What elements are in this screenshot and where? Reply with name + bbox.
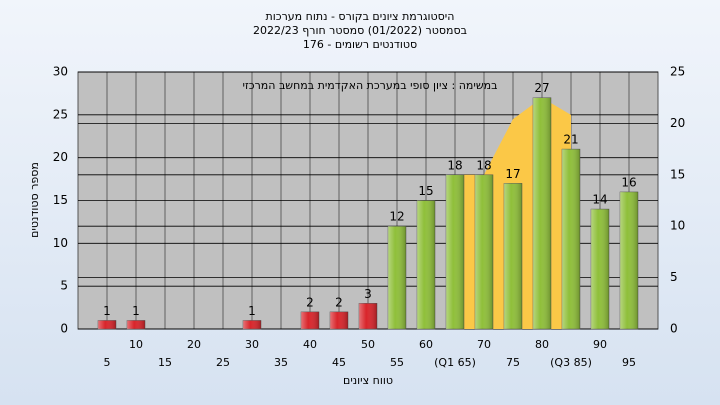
x-tick-label: (Q1 65) <box>434 356 476 369</box>
x-tick-label: 90 <box>593 338 607 351</box>
x-tick-label: 70 <box>477 338 491 351</box>
data-label: 18 <box>447 158 462 172</box>
x-tick-label: 25 <box>216 356 230 369</box>
data-label: 12 <box>389 210 404 224</box>
data-label: 15 <box>418 184 433 198</box>
bar-shine <box>301 311 319 329</box>
x-tick-label: 60 <box>419 338 433 351</box>
bar-shine <box>330 311 348 329</box>
data-label: 16 <box>621 175 636 189</box>
data-label: 2 <box>335 295 343 309</box>
bar-shine <box>446 174 464 329</box>
bar-shine <box>127 320 145 329</box>
chart-subtitle: סטודנטים רשומים - 176 <box>303 38 417 51</box>
x-tick-label: 50 <box>361 338 375 351</box>
x-tick-label: 55 <box>390 356 404 369</box>
data-label: 2 <box>306 295 314 309</box>
y-tick-label: 0 <box>60 322 68 336</box>
data-label: 14 <box>592 193 607 207</box>
bar-shine <box>417 200 435 329</box>
bar-shine <box>620 191 638 329</box>
x-tick-label: 75 <box>506 356 520 369</box>
data-label: 18 <box>476 158 491 172</box>
x-tick-label: 5 <box>104 356 111 369</box>
data-label: 21 <box>563 133 578 147</box>
x-axis-label: טווח ציונים <box>343 374 393 387</box>
y-tick-label: 20 <box>53 150 68 164</box>
y-tick-label: 10 <box>53 236 68 250</box>
bar-shine <box>388 226 406 329</box>
data-label: 17 <box>505 167 520 181</box>
y2-tick-label: 0 <box>670 322 678 336</box>
x-tick-label: 10 <box>129 338 143 351</box>
bar-shine <box>533 97 551 329</box>
y2-tick-label: 10 <box>670 219 685 233</box>
y-axis-label: מספר סטודנטים <box>28 162 41 238</box>
y2-tick-label: 20 <box>670 116 685 130</box>
bar-shine <box>562 149 580 329</box>
x-tick-label: 35 <box>274 356 288 369</box>
y2-tick-label: 5 <box>670 270 678 284</box>
x-tick-label: 20 <box>187 338 201 351</box>
x-tick-label: 40 <box>303 338 317 351</box>
y2-tick-label: 25 <box>670 65 685 79</box>
bar-shine <box>475 174 493 329</box>
bar-shine <box>98 320 116 329</box>
x-tick-label: 45 <box>332 356 346 369</box>
x-tick-label: (Q3 85) <box>550 356 592 369</box>
annotation: במשימה : ציון סופי במערכת האקדמית במחשב … <box>243 79 498 92</box>
bar-shine <box>243 320 261 329</box>
data-label: 27 <box>534 81 549 95</box>
y-tick-label: 25 <box>53 107 68 121</box>
chart-subtitle: בסמסטר (01/2022) סמסטר חורף 2022/23 <box>253 24 467 37</box>
data-label: 3 <box>364 287 372 301</box>
x-tick-label: 95 <box>622 356 636 369</box>
data-label: 1 <box>248 304 256 318</box>
y-tick-label: 15 <box>53 193 68 207</box>
y-tick-label: 5 <box>60 279 68 293</box>
chart-title: היסטוגרמת ציונים בקורס - נתוח מערכות <box>266 10 455 23</box>
y2-tick-label: 15 <box>670 167 685 181</box>
data-label: 1 <box>103 304 111 318</box>
y-tick-label: 30 <box>53 65 68 79</box>
bar-shine <box>359 303 377 329</box>
data-label: 1 <box>132 304 140 318</box>
x-tick-label: 30 <box>245 338 259 351</box>
bar-shine <box>504 183 522 329</box>
x-tick-label: 80 <box>535 338 549 351</box>
x-tick-label: 15 <box>158 356 172 369</box>
bar-shine <box>591 209 609 329</box>
